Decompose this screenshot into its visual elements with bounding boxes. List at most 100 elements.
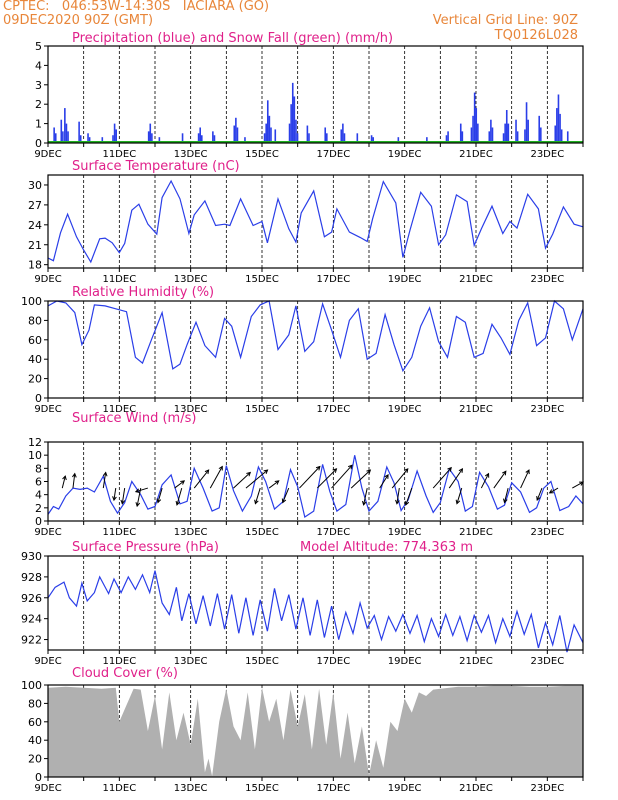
precip-bar (236, 127, 239, 143)
wind-arrow (157, 487, 163, 503)
xtick-label-pressure: 15DEC (245, 656, 279, 667)
title-cloud: Cloud Cover (%) (72, 666, 178, 681)
ytick-label-pressure: 924 (21, 613, 42, 626)
ytick-label-precip: 3 (35, 79, 42, 92)
xtick-label-wind: 19DEC (388, 527, 422, 538)
wind-arrow-head (102, 471, 108, 477)
wind-arrow-head (281, 498, 287, 504)
wind-arrow (102, 472, 107, 489)
wind-arrow-head (447, 466, 452, 472)
wind-arrow-head (135, 502, 141, 508)
precip-bar (461, 131, 464, 143)
xtick-label-precip: 21DEC (459, 149, 493, 160)
title-pressure: Surface Pressure (hPa) (72, 540, 219, 555)
precip-bar (477, 123, 479, 143)
wind-arrow (504, 487, 509, 503)
precip-bar (54, 133, 57, 143)
precip-bar (158, 137, 161, 143)
wind-arrow (396, 488, 400, 504)
wind-arrow (456, 487, 463, 504)
xtick-label-precip: 11DEC (102, 149, 136, 160)
xtick-label-humidity: 13DEC (174, 404, 208, 415)
frame-temperature (47, 174, 584, 269)
panel-precip: 0 1 2 3 4 5 9DEC 11DEC 13DEC 15DEC 17DEC 19DEC 21DEC… (34, 31, 584, 160)
precip-bar (559, 113, 561, 143)
precip-bar (270, 127, 272, 143)
precip-bar (507, 123, 510, 143)
wind-arrow-head (384, 474, 389, 479)
wind-arrow-head (263, 469, 269, 474)
xtick-label-humidity: 15DEC (245, 404, 279, 415)
precip-bar (370, 135, 373, 143)
wind-arrow (254, 487, 261, 504)
precip-bar (60, 119, 63, 143)
xtick-label-temperature: 15DEC (245, 274, 279, 285)
precip-bar (488, 131, 491, 143)
ytick-label-cloud: 0 (35, 771, 42, 784)
precip-bar (504, 123, 506, 143)
xtick-label-humidity: 9DEC (34, 404, 61, 415)
precip-bar (342, 123, 344, 143)
xtick-label-cloud: 11DEC (102, 783, 136, 794)
precip-bar (212, 131, 214, 143)
xtick-label-pressure: 19DEC (388, 656, 422, 667)
precip-bar (88, 137, 91, 143)
xtick-label-humidity: 11DEC (102, 404, 136, 415)
precip-bar (502, 133, 505, 143)
wind-arrow (391, 468, 409, 489)
precip-bar (308, 133, 310, 143)
wind-arrow (536, 487, 543, 501)
ytick-label-pressure: 930 (21, 550, 42, 563)
xtick-label-wind: 21DEC (459, 527, 493, 538)
precip-bar (372, 137, 374, 143)
precip-bar (295, 119, 297, 143)
wind-arrow-head (134, 488, 140, 494)
wind-arrow (209, 466, 223, 489)
xtick-label-temperature: 17DEC (316, 274, 350, 285)
precip-bar (490, 119, 492, 143)
precip-bar (397, 137, 400, 143)
wind-arrow (113, 488, 117, 501)
precip-bar (472, 115, 474, 143)
precip-bar (78, 121, 80, 143)
precip-bar (524, 129, 526, 143)
wind-arrow (174, 480, 185, 489)
wind-arrow (121, 488, 126, 504)
precip-bar (491, 127, 494, 143)
ytick-label-pressure: 922 (21, 634, 42, 647)
xtick-label-wind: 11DEC (102, 527, 136, 538)
title-wind: Surface Wind (m/s) (72, 411, 196, 426)
xtick-label-humidity: 17DEC (316, 404, 350, 415)
xtick-label-cloud: 17DEC (316, 783, 350, 794)
precip-bar (199, 127, 201, 143)
precip-bar (149, 123, 152, 143)
wind-arrow (493, 470, 507, 489)
precip-bar (233, 125, 236, 143)
wind-arrow-head (175, 500, 181, 506)
header-line1-right: Vertical Grid Line: 90Z (432, 13, 578, 28)
precip-bar (274, 129, 277, 143)
precip-bar (244, 137, 246, 143)
wind-arrow (268, 480, 280, 489)
wind-arrow-head (62, 475, 67, 481)
panel-temperature: 18 21 24 27 30 9DEC 11DEC 13DEC 15DEC 17DEC 19DEC 2… (28, 159, 584, 285)
wind-arrow-head (204, 469, 210, 475)
xtick-label-cloud: 23DEC (530, 783, 564, 794)
wind-arrow-head (395, 499, 400, 505)
precip-bar (67, 131, 69, 143)
wind-arrow-head (112, 496, 117, 502)
ytick-label-temperature: 24 (28, 219, 42, 232)
precip-bar (515, 119, 517, 143)
precip-bar (213, 135, 216, 143)
frame-pressure (47, 555, 584, 651)
precip-bar (101, 137, 104, 143)
ytick-label-precip: 4 (35, 59, 42, 72)
ytick-label-cloud: 80 (28, 697, 42, 710)
ytick-label-humidity: 80 (28, 314, 42, 327)
xtick-label-temperature: 19DEC (388, 274, 422, 285)
ytick-label-temperature: 21 (28, 239, 42, 252)
xtick-label-cloud: 21DEC (459, 783, 493, 794)
precip-bar (560, 129, 563, 143)
